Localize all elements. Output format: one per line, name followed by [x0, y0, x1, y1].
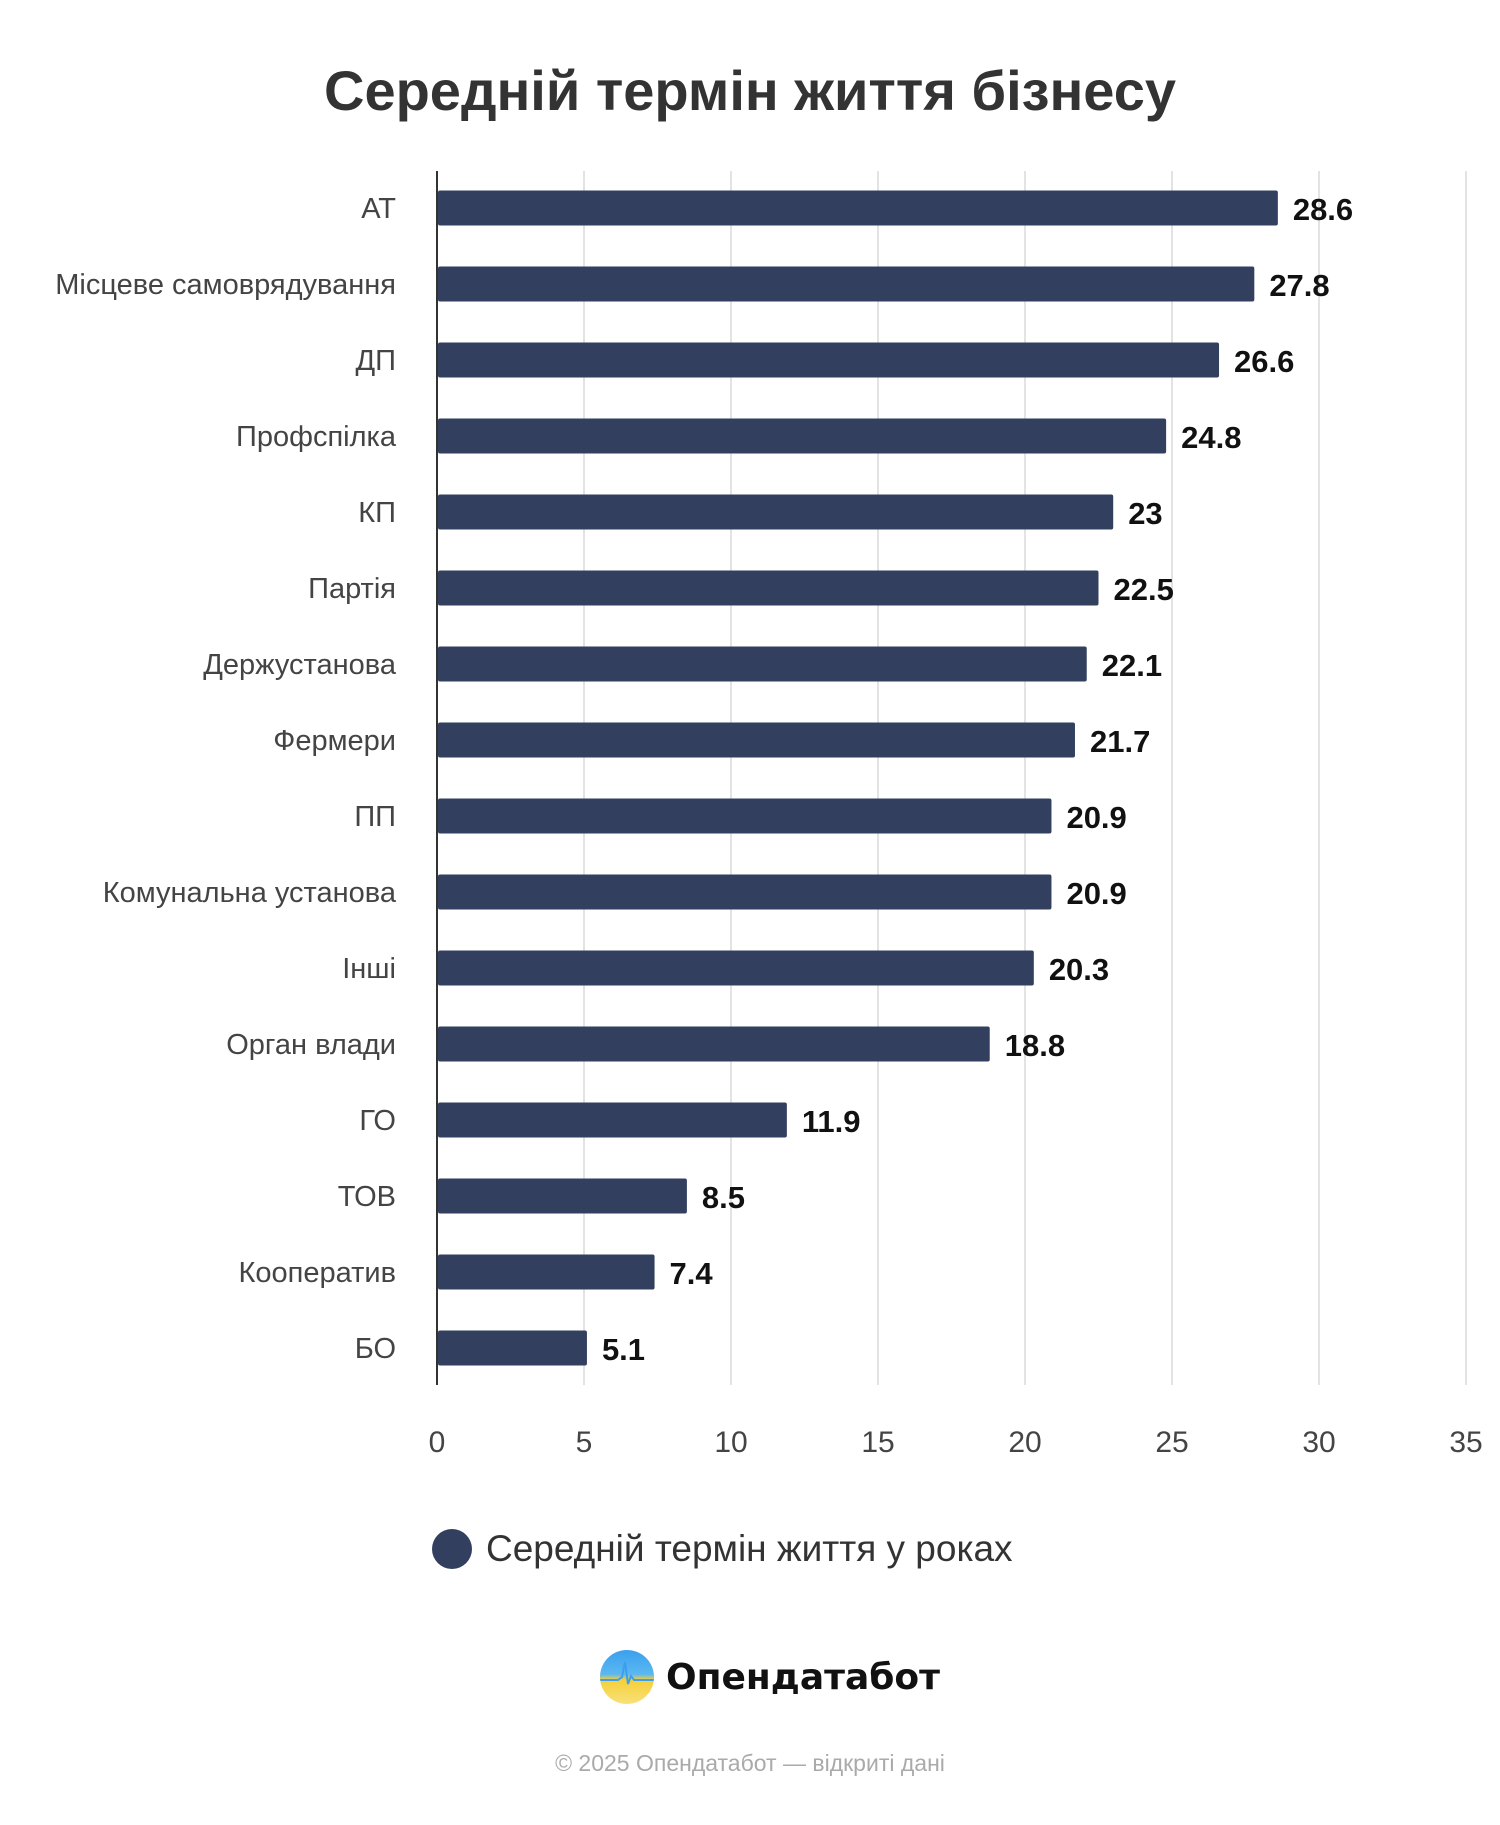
category-label: Фермери	[273, 725, 396, 757]
legend-swatch	[432, 1529, 472, 1569]
data-label: 22.1	[1102, 648, 1162, 683]
data-label: 8.5	[702, 1180, 745, 1215]
bar	[438, 646, 1087, 682]
bar-chart: 0 5 10 15 20 25 30 35 АТ 28.6 Місцеве самоврядуван…	[55, 171, 1483, 1459]
category-label: Кооператив	[239, 1257, 397, 1289]
x-tick-label: 10	[714, 1426, 747, 1459]
category-label: ДП	[356, 345, 396, 377]
legend: Середній термін життя у роках	[432, 1528, 1013, 1570]
x-tick-label: 20	[1008, 1426, 1041, 1459]
data-label: 23	[1128, 496, 1162, 531]
data-label: 20.9	[1066, 876, 1126, 911]
bar	[438, 570, 1099, 606]
bar	[438, 1178, 687, 1214]
bar	[438, 418, 1167, 454]
bar	[438, 494, 1114, 530]
data-label: 20.3	[1049, 952, 1109, 987]
brand-logo: Опендатабот	[600, 1650, 940, 1704]
data-label: 7.4	[670, 1256, 714, 1291]
category-label: ПП	[354, 801, 396, 833]
category-label: Держустанова	[203, 649, 397, 681]
x-tick-label: 35	[1449, 1426, 1482, 1459]
category-label: Місцеве самоврядування	[55, 269, 396, 301]
footer-copyright: © 2025 Опендатабот — відкриті дані	[555, 1750, 945, 1776]
data-label: 26.6	[1234, 344, 1294, 379]
category-label: БО	[355, 1333, 396, 1365]
x-tick-label: 30	[1302, 1426, 1335, 1459]
x-tick-label: 5	[576, 1426, 593, 1459]
category-label: Комунальна установа	[103, 877, 397, 909]
data-label: 28.6	[1293, 192, 1353, 227]
x-tick-label: 15	[861, 1426, 894, 1459]
data-label: 22.5	[1114, 572, 1174, 607]
data-label: 24.8	[1181, 420, 1241, 455]
data-label: 11.9	[802, 1104, 861, 1139]
data-label: 5.1	[602, 1332, 645, 1367]
bar	[438, 950, 1034, 986]
bar	[438, 1102, 787, 1138]
data-label: 18.8	[1005, 1028, 1065, 1063]
bar	[438, 1026, 990, 1062]
brand-name: Опендатабот	[666, 1656, 941, 1698]
bar	[438, 874, 1052, 910]
logo-icon	[600, 1650, 654, 1704]
category-label: КП	[358, 497, 396, 529]
bar	[438, 266, 1255, 302]
category-label: Орган влади	[226, 1029, 396, 1061]
category-label: Профспілка	[236, 421, 397, 453]
x-tick-label: 0	[429, 1426, 446, 1459]
category-label: ТОВ	[338, 1181, 396, 1213]
bar	[438, 722, 1075, 758]
category-label: ГО	[359, 1105, 396, 1137]
category-label: Інші	[342, 953, 396, 985]
data-label: 21.7	[1090, 724, 1150, 759]
bar	[438, 342, 1220, 378]
data-label: 20.9	[1066, 800, 1126, 835]
category-label: Партія	[308, 573, 396, 605]
bar	[438, 1254, 655, 1290]
category-label: АТ	[361, 193, 396, 225]
legend-label: Середній термін життя у роках	[486, 1528, 1013, 1569]
bar	[438, 1330, 587, 1366]
data-label: 27.8	[1269, 268, 1329, 303]
chart-title: Середній термін життя бізнесу	[324, 59, 1176, 122]
bar	[438, 190, 1278, 226]
bar	[438, 798, 1052, 834]
x-tick-label: 25	[1155, 1426, 1188, 1459]
